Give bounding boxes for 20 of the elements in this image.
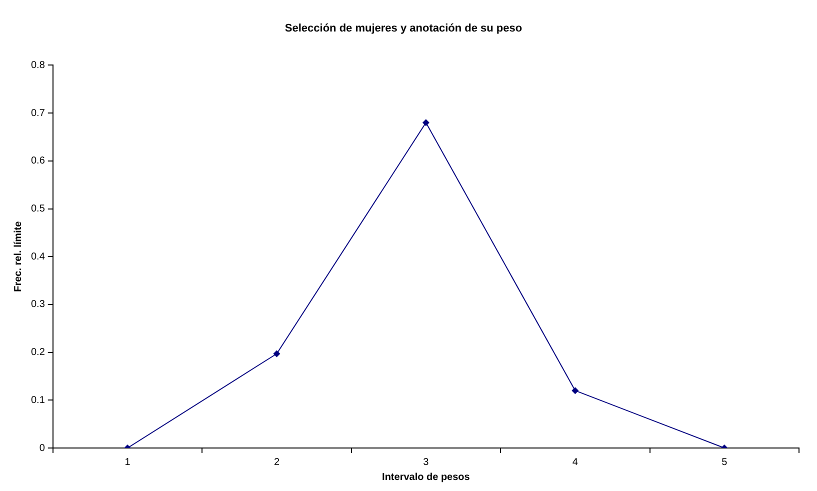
y-tick-label: 0.7 <box>30 108 46 119</box>
y-tick-label: 0.3 <box>30 299 46 310</box>
y-tick-label: 0.8 <box>30 60 46 71</box>
y-tick-label: 0.4 <box>30 251 46 262</box>
x-tick-label: 1 <box>124 456 131 468</box>
x-tick-label: 4 <box>572 456 578 468</box>
y-tick-label: 0.1 <box>30 394 46 406</box>
y-tick-label: 0.2 <box>30 347 46 358</box>
point <box>273 350 280 358</box>
y-tick-label: 0.6 <box>30 156 46 167</box>
chart-title: Selección de mujeres y anotación de su peso <box>284 22 522 35</box>
x-tick-label: 5 <box>722 456 728 468</box>
y-axis-title: Frec. rel. límite <box>12 220 24 292</box>
y-tick-label: 0 <box>39 442 46 454</box>
point <box>572 387 579 394</box>
x-tick-label: 2 <box>274 456 280 468</box>
y-tick-label: 0.5 <box>30 204 46 214</box>
point <box>422 119 430 126</box>
x-axis-title: Intervalo de pesos <box>382 472 470 483</box>
x-tick-label: 3 <box>423 456 430 468</box>
